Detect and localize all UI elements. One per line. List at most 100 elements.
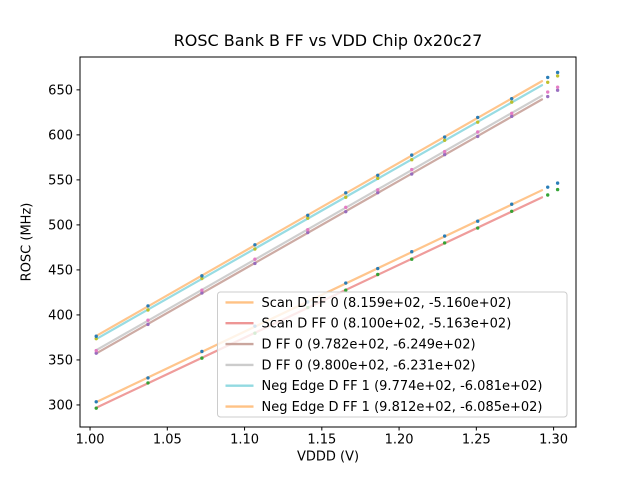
chart-title: ROSC Bank B FF vs VDD Chip 0x20c27 [174, 31, 483, 50]
data-point [510, 100, 514, 104]
data-point [376, 266, 380, 271]
legend-entry: Neg Edge D FF 1 (9.812e+02, -6.085e+02) [225, 400, 543, 415]
data-point [94, 348, 98, 353]
data-point [442, 152, 447, 157]
data-point [442, 149, 447, 154]
legend-entry-label: Neg Edge D FF 1 (9.812e+02, -6.085e+02) [262, 400, 543, 415]
legend: Scan D FF 0 (8.159e+02, -5.160e+02) Scan … [217, 291, 568, 418]
legend-entry-label: D FF 0 (9.800e+02, -6.231e+02) [262, 358, 476, 373]
y-tick-label: 650 [48, 83, 73, 98]
data-point [510, 96, 514, 101]
data-point [510, 114, 514, 119]
data-point [253, 247, 257, 251]
data-point [442, 241, 447, 245]
data-point [200, 349, 204, 354]
data-point [306, 213, 310, 217]
data-point [344, 195, 348, 199]
legend-entry: Scan D FF 0 (8.100e+02, -5.163e+02) [225, 317, 512, 332]
data-point [146, 376, 150, 380]
legend-entry: D FF 0 (9.782e+02, -6.249e+02) [225, 338, 476, 353]
data-point [306, 228, 310, 232]
data-point [476, 120, 480, 124]
y-axis-label: ROSC (MHz) [20, 203, 35, 282]
data-point [442, 138, 447, 142]
x-tick-label: 1.15 [307, 433, 336, 448]
y-tick-label: 550 [48, 173, 73, 188]
data-point [555, 187, 560, 192]
data-point [94, 334, 98, 338]
axes-spines [79, 56, 577, 428]
data-point [510, 209, 514, 214]
data-point [94, 400, 98, 404]
data-point [476, 219, 480, 223]
fit-line-series-3 [95, 94, 544, 352]
data-point [546, 90, 550, 94]
legend-entry: Neg Edge D FF 1 (9.774e+02, -6.081e+02) [225, 379, 543, 394]
data-point [376, 190, 380, 195]
x-tick-label: 1.00 [76, 433, 105, 448]
x-tick-label: 1.05 [153, 433, 182, 448]
data-point [546, 193, 550, 197]
data-point [94, 336, 98, 341]
data-point [476, 134, 480, 139]
data-point [410, 172, 414, 176]
data-point [200, 291, 204, 295]
data-point [442, 135, 447, 139]
data-point [344, 281, 348, 285]
y-tick-label: 300 [48, 398, 73, 413]
x-tick-label: 1.10 [230, 433, 259, 448]
scatter-series-2 [94, 88, 560, 355]
data-point [253, 257, 257, 261]
data-point [146, 322, 150, 327]
data-point [146, 304, 150, 308]
data-point [410, 158, 414, 162]
fit-line-series-4 [95, 84, 544, 341]
data-point [200, 276, 204, 281]
data-point [306, 230, 310, 235]
legend-box [217, 291, 568, 418]
data-point [200, 274, 204, 278]
data-point [94, 351, 98, 355]
scatter-series-5 [94, 70, 560, 338]
y-tick-label: 400 [48, 308, 73, 323]
data-point [344, 209, 348, 214]
data-point [200, 356, 204, 360]
data-point [376, 188, 380, 192]
data-point [410, 257, 414, 261]
x-tick-label: 1.25 [462, 433, 491, 448]
legend-entry: D FF 0 (9.800e+02, -6.231e+02) [225, 358, 476, 373]
data-point [253, 243, 257, 247]
data-point [555, 85, 560, 89]
data-point [546, 80, 550, 84]
data-point [555, 70, 560, 75]
data-point [376, 272, 380, 277]
legend-entry-label: Scan D FF 0 (8.100e+02, -5.163e+02) [262, 317, 512, 332]
data-point [200, 288, 204, 292]
scatter-series-4 [94, 74, 560, 341]
data-point [476, 130, 480, 134]
legend-entry-label: Scan D FF 0 (8.159e+02, -5.160e+02) [262, 296, 512, 311]
data-point [476, 115, 480, 120]
legend-entry-label: D FF 0 (9.782e+02, -6.249e+02) [262, 338, 476, 353]
data-point [344, 191, 348, 195]
data-point [410, 250, 414, 254]
data-point [344, 205, 348, 210]
data-point [555, 181, 560, 185]
legend-entry-label: Neg Edge D FF 1 (9.774e+02, -6.081e+02) [262, 379, 543, 394]
fit-line-series-5 [95, 80, 544, 338]
data-point [146, 318, 150, 322]
data-point [146, 308, 150, 312]
data-point [306, 216, 310, 220]
data-point [510, 202, 514, 206]
data-point [546, 94, 550, 99]
data-point [510, 111, 514, 116]
y-tick-label: 500 [48, 218, 73, 233]
data-point [555, 88, 560, 92]
y-tick-label: 450 [48, 263, 73, 278]
x-axis-label: VDDD (V) [297, 450, 359, 465]
x-tick-label: 1.20 [385, 433, 414, 448]
data-point [344, 288, 348, 292]
data-point [146, 381, 150, 385]
data-point [376, 173, 380, 177]
